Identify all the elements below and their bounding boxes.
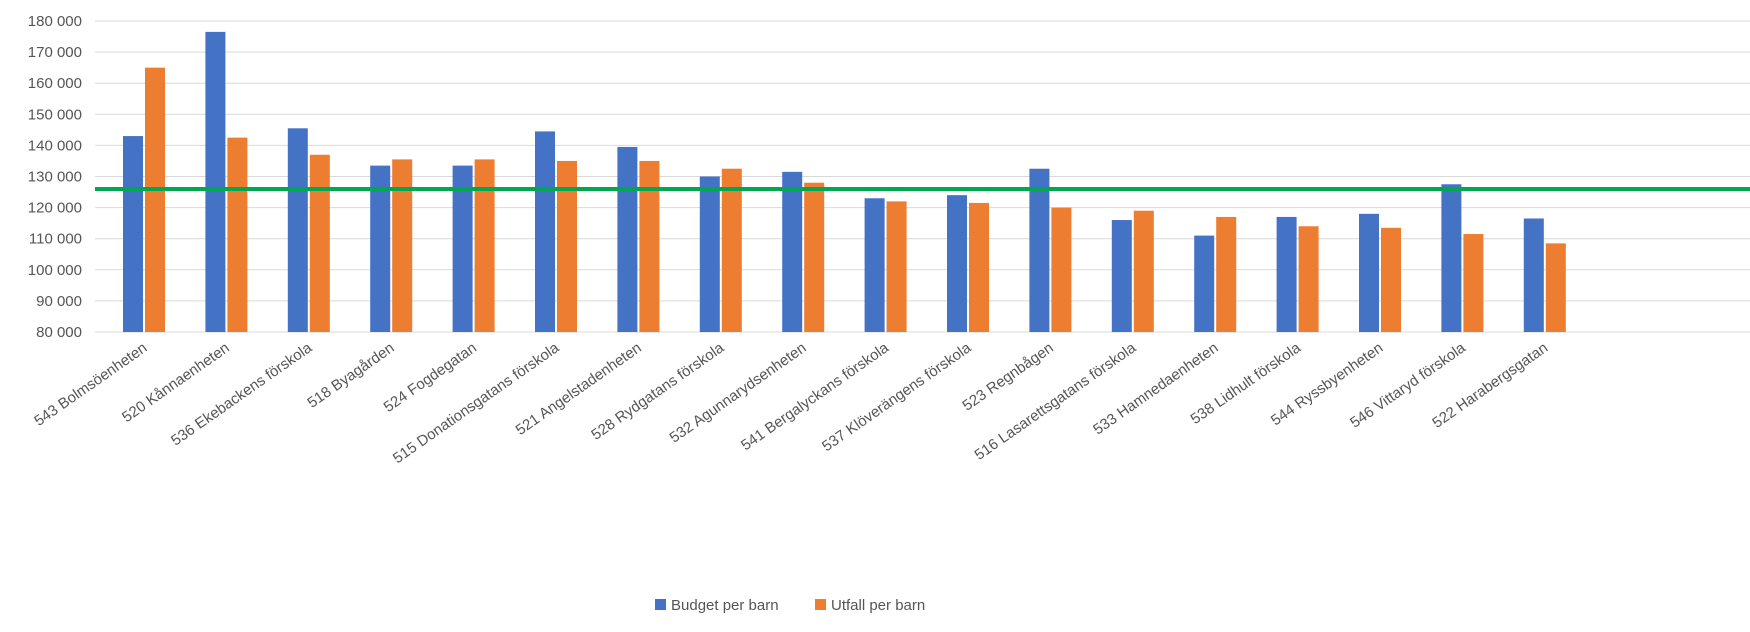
bar-budget bbox=[205, 31, 226, 332]
bar-utfall bbox=[557, 160, 577, 332]
bar-budget bbox=[1441, 184, 1462, 332]
bar-budget bbox=[782, 171, 803, 332]
bar-budget bbox=[287, 128, 308, 332]
bar-utfall bbox=[639, 160, 660, 332]
bar-utfall bbox=[392, 159, 413, 332]
bar-budget bbox=[1359, 213, 1379, 332]
bar-utfall bbox=[1051, 207, 1072, 332]
y-tick-label: 110 000 bbox=[29, 231, 82, 248]
bar-utfall bbox=[227, 137, 248, 332]
legend-label: Budget per barn bbox=[671, 597, 779, 614]
bar-budget bbox=[1523, 218, 1544, 332]
category-label: 536 Ekebackens förskola bbox=[168, 339, 316, 449]
bar-budget bbox=[1276, 216, 1297, 332]
bar-utfall bbox=[145, 67, 165, 333]
y-tick-label: 170 000 bbox=[28, 44, 82, 61]
bar-budget bbox=[123, 136, 143, 332]
bar-budget bbox=[947, 195, 967, 332]
bar-budget bbox=[452, 165, 473, 332]
bar-utfall bbox=[474, 159, 495, 332]
y-tick-label: 100 000 bbox=[28, 262, 82, 279]
bar-budget bbox=[617, 146, 638, 332]
bars bbox=[123, 31, 1566, 333]
category-label: 532 Agunnarydsenheten bbox=[667, 339, 810, 446]
bar-utfall bbox=[721, 168, 742, 332]
bar-utfall bbox=[309, 154, 330, 332]
bar-budget bbox=[699, 176, 720, 332]
bar-utfall bbox=[804, 182, 825, 332]
category-label: 515 Donationsgatans förskola bbox=[390, 339, 563, 467]
y-tick-label: 90 000 bbox=[36, 293, 82, 310]
bar-utfall bbox=[1463, 234, 1484, 332]
bar-utfall bbox=[1298, 226, 1319, 332]
y-tick-label: 140 000 bbox=[28, 137, 82, 154]
bar-budget bbox=[1029, 168, 1050, 332]
bar-utfall bbox=[1381, 227, 1401, 332]
bar-utfall bbox=[1216, 216, 1237, 332]
category-label: 516 Lasarettsgatans förskola bbox=[972, 339, 1140, 464]
bar-budget bbox=[535, 131, 555, 332]
y-axis-ticks: 80 000 90 000 100 000 110 000 120 000 130 000… bbox=[28, 13, 82, 341]
category-label: 541 Bergalyckans förskola bbox=[738, 339, 892, 454]
gridlines bbox=[95, 20, 1750, 333]
bar-budget bbox=[370, 165, 391, 332]
legend-label: Utfall per barn bbox=[831, 597, 925, 614]
legend-swatch bbox=[815, 599, 826, 610]
category-label: 528 Rydgatans förskola bbox=[588, 339, 727, 444]
bar-budget bbox=[1194, 235, 1215, 332]
y-tick-label: 130 000 bbox=[28, 169, 82, 186]
legend: Budget per barn Utfall per barn bbox=[655, 597, 925, 614]
bar-utfall bbox=[1545, 243, 1566, 332]
bar-utfall bbox=[969, 202, 989, 332]
y-tick-label: 80 000 bbox=[36, 324, 82, 341]
legend-swatch bbox=[655, 599, 666, 610]
bar-utfall bbox=[886, 201, 907, 332]
y-tick-label: 120 000 bbox=[28, 200, 82, 217]
category-label: 537 Klöverängens förskola bbox=[819, 339, 975, 455]
y-tick-label: 160 000 bbox=[28, 75, 82, 92]
y-tick-label: 150 000 bbox=[28, 106, 82, 123]
y-tick-label: 180 000 bbox=[28, 13, 82, 30]
bar-utfall bbox=[1133, 210, 1154, 332]
bar-budget bbox=[1111, 220, 1132, 332]
bar-budget bbox=[864, 198, 885, 332]
